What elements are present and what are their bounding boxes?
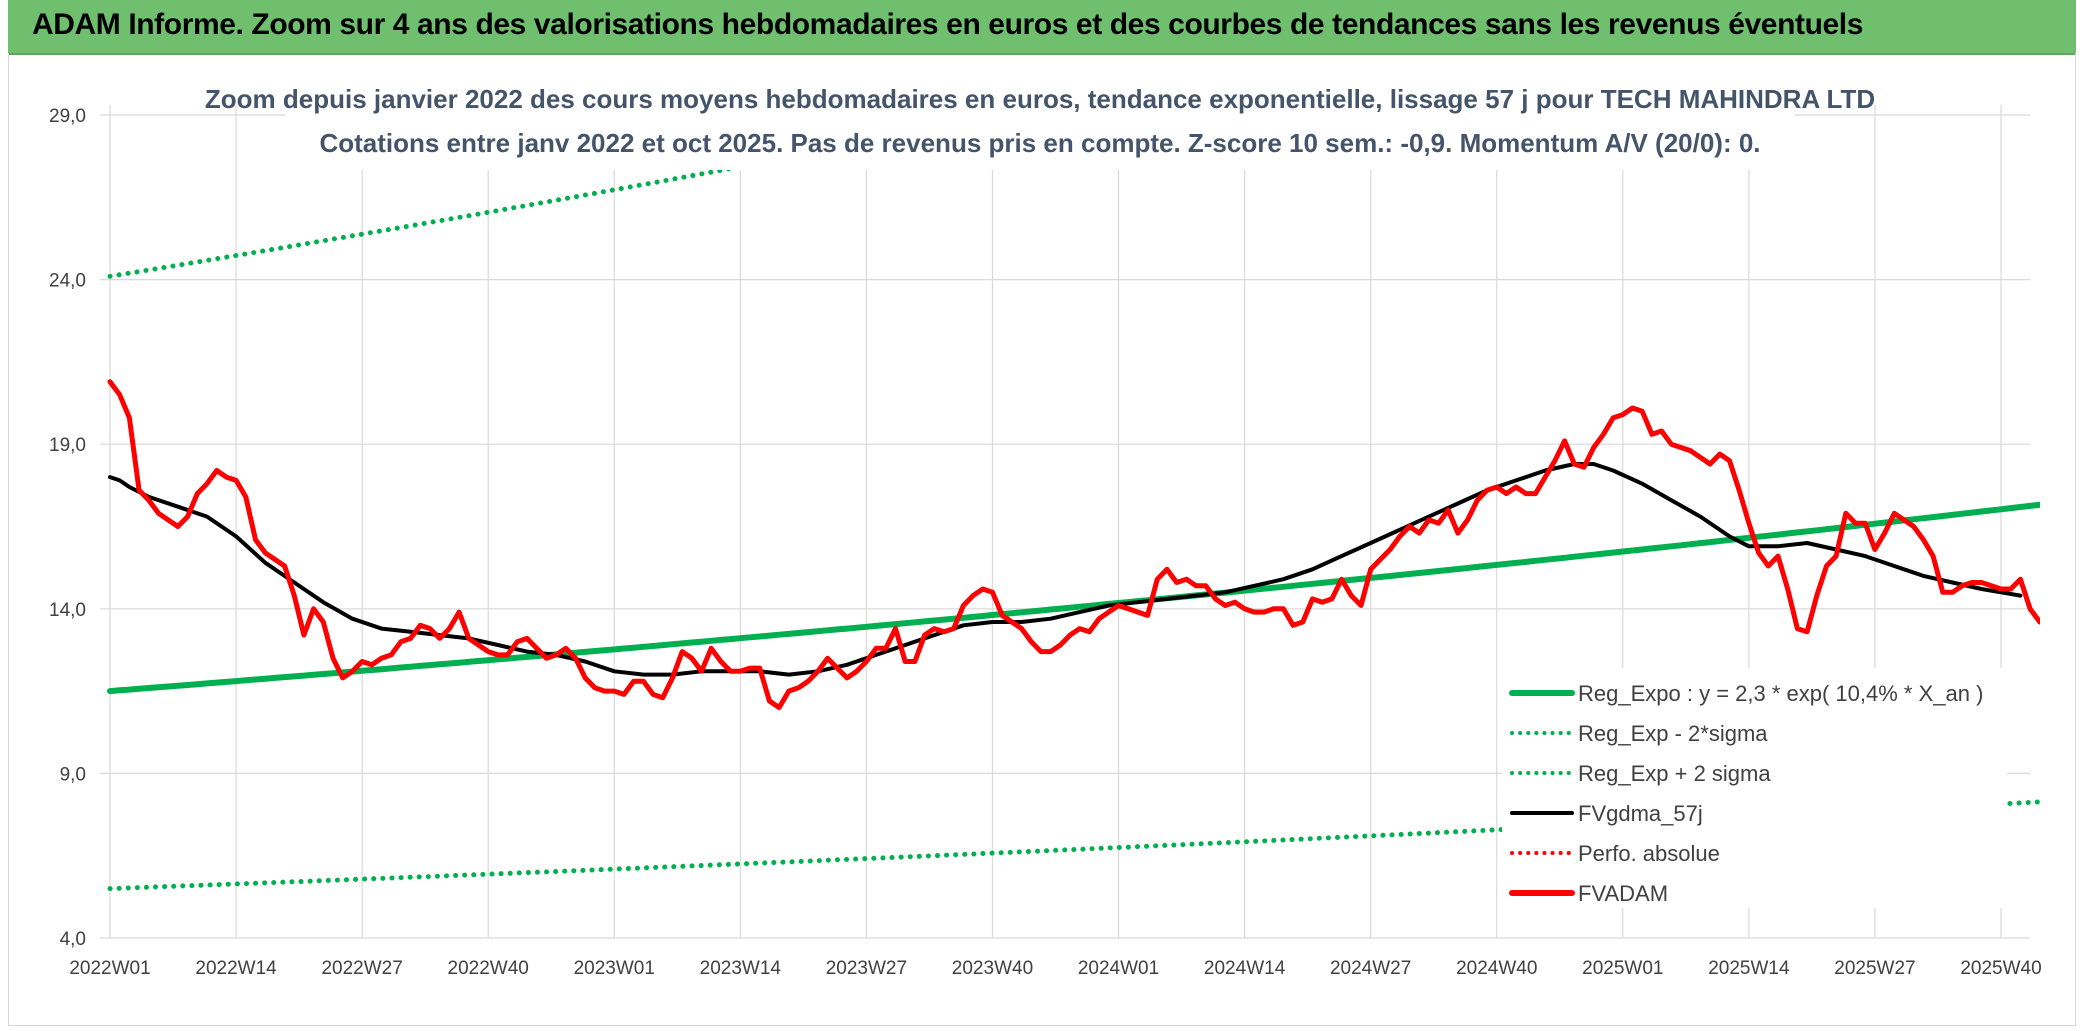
y-tick-label: 4,0 bbox=[60, 929, 86, 950]
x-tick-label: 2023W01 bbox=[574, 958, 655, 979]
y-tick-label: 24,0 bbox=[49, 271, 86, 292]
y-tick-label: 9,0 bbox=[60, 764, 86, 785]
legend-label: Reg_Expo : y = 2,3 * exp( 10,4% * X_an ) bbox=[1578, 681, 1983, 706]
y-tick-label: 29,0 bbox=[49, 106, 86, 127]
legend-label: FVgdma_57j bbox=[1578, 801, 1703, 826]
x-tick-label: 2025W01 bbox=[1582, 958, 1663, 979]
legend-label: Perfo. absolue bbox=[1578, 841, 1720, 866]
x-tick-label: 2022W40 bbox=[448, 958, 529, 979]
series-fvadam bbox=[107, 379, 2040, 711]
chart-subtitle: Cotations entre janv 2022 et oct 2025. P… bbox=[319, 128, 1760, 158]
report-banner: ADAM Informe. Zoom sur 4 ans des valoris… bbox=[8, 0, 2076, 55]
x-tick-label: 2025W27 bbox=[1834, 958, 1915, 979]
legend-label: Reg_Exp + 2 sigma bbox=[1578, 761, 1771, 786]
x-axis-tick-labels: 2022W01 2022W14 2022W27 2022W40 2023W01 2023W… bbox=[69, 958, 2041, 979]
x-tick-label: 2023W27 bbox=[826, 958, 907, 979]
series-lower-band bbox=[107, 799, 2040, 892]
y-tick-label: 14,0 bbox=[49, 600, 86, 621]
x-tick-label: 2024W40 bbox=[1456, 958, 1537, 979]
report-title: ADAM Informe. Zoom sur 4 ans des valoris… bbox=[32, 8, 1864, 41]
legend-label: FVADAM bbox=[1578, 881, 1668, 906]
series-smoothed bbox=[108, 462, 2023, 677]
x-tick-label: 2023W14 bbox=[700, 958, 782, 979]
series-exp-trend bbox=[107, 501, 2040, 695]
page-frame bbox=[8, 53, 2076, 1026]
x-tick-label: 2022W27 bbox=[321, 958, 402, 979]
y-axis-tick-labels: 4,0 9,0 14,0 19,0 24,0 29,0 bbox=[49, 106, 86, 950]
x-tick-label: 2025W40 bbox=[1960, 958, 2041, 979]
title-background bbox=[285, 78, 1795, 170]
legend-label: Reg_Exp - 2*sigma bbox=[1578, 721, 1768, 746]
chart-title: Zoom depuis janvier 2022 des cours moyen… bbox=[205, 84, 1875, 114]
legend-background bbox=[1502, 668, 2007, 908]
x-tick-label: 2024W14 bbox=[1204, 958, 1286, 979]
x-tick-label: 2022W14 bbox=[195, 958, 277, 979]
x-tick-label: 2022W01 bbox=[69, 958, 150, 979]
y-tick-label: 19,0 bbox=[49, 435, 86, 456]
x-tick-label: 2025W14 bbox=[1708, 958, 1790, 979]
x-tick-label: 2023W40 bbox=[952, 958, 1033, 979]
x-tick-label: 2024W27 bbox=[1330, 958, 1411, 979]
x-tick-label: 2024W01 bbox=[1078, 958, 1159, 979]
chart-legend: Reg_Expo : y = 2,3 * exp( 10,4% * X_an )… bbox=[1502, 668, 2007, 908]
